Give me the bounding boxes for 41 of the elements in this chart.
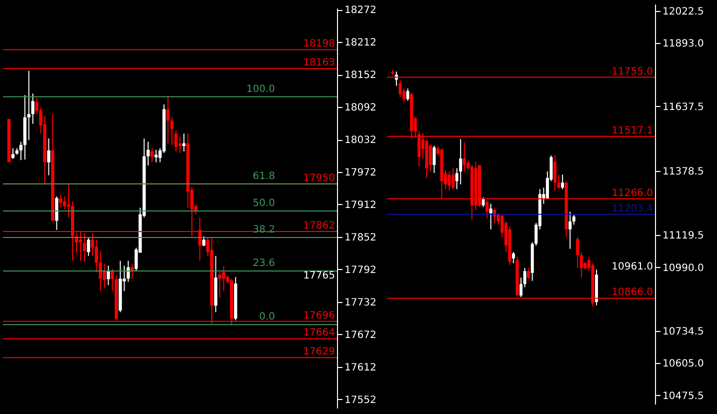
- ref-line-label: 17862: [303, 220, 335, 232]
- y-tick-label: 17552: [344, 394, 376, 406]
- y-tick-label: 17612: [344, 362, 376, 374]
- y-tick-label: 17792: [344, 264, 376, 276]
- y-tick-label: 10990.0: [662, 262, 704, 274]
- annotation: 23.6: [252, 258, 275, 270]
- y-tick-label: 17972: [344, 168, 376, 179]
- y-tick-label: 18092: [344, 102, 376, 114]
- y-tick-label: 11637.5: [662, 102, 704, 113]
- annotation: 10961.0: [612, 262, 653, 273]
- y-tick-label: 10734.5: [662, 326, 704, 338]
- y-tick-label: 10605.0: [662, 358, 704, 370]
- y-tick-label: 17732: [344, 297, 376, 308]
- annotation: 50.0: [252, 198, 275, 209]
- y-tick-label: 17672: [344, 330, 376, 341]
- ref-line-label: 17664: [303, 328, 335, 339]
- annotation: 100.0: [246, 84, 275, 95]
- ref-line-label: 18163: [303, 58, 335, 69]
- y-tick-label: 18212: [344, 38, 376, 49]
- y-tick-label: 12022.5: [662, 6, 704, 18]
- y-tick-label: 18272: [344, 5, 376, 16]
- y-tick-label: 10475.5: [662, 390, 704, 402]
- ref-line-label: 11203.4: [612, 203, 653, 214]
- annotation: 61.8: [252, 170, 275, 182]
- ref-line-label: 17696: [303, 310, 335, 322]
- y-tick-label: 11378.5: [662, 166, 704, 178]
- y-tick-label: 17912: [344, 200, 376, 211]
- y-tick-label: 11893.0: [662, 38, 704, 50]
- ref-line-label: 11266.0: [612, 188, 653, 199]
- ref-line-label: 17950: [303, 172, 335, 184]
- y-tick-label: 18032: [344, 135, 376, 146]
- ref-line-label: 17629: [303, 346, 335, 358]
- y-tick-label: 18152: [344, 70, 376, 82]
- ref-line-label: 11517.1: [612, 125, 653, 136]
- ref-line-label: 11755.0: [612, 66, 653, 78]
- ref-line-label: 18198: [303, 38, 335, 50]
- annotation: 0.0: [259, 312, 275, 323]
- y-tick-label: 17852: [344, 232, 376, 244]
- annotation: 17765: [303, 270, 335, 282]
- ref-line-label: 10866.0: [612, 287, 653, 298]
- y-tick-label: 11119.5: [662, 230, 704, 242]
